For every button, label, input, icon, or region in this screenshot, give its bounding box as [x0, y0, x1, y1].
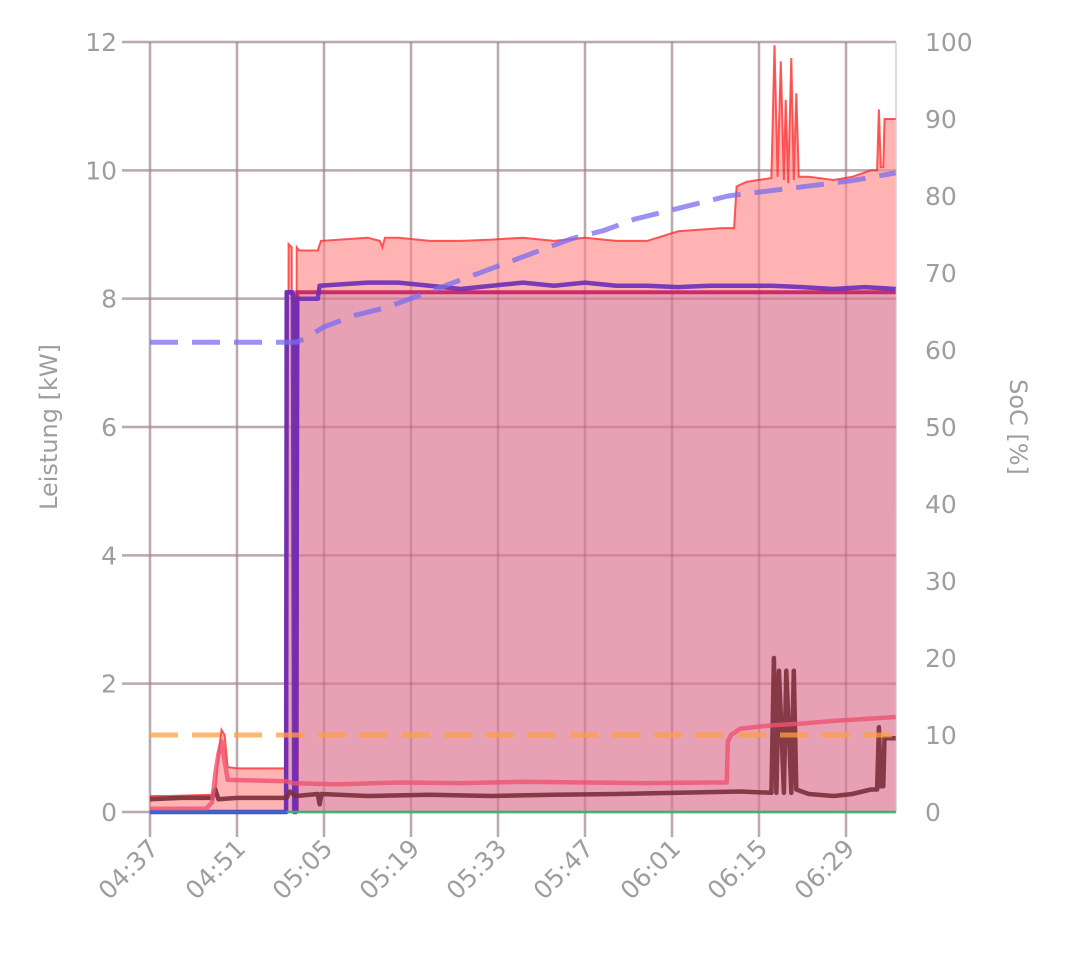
y2-tick-label: 50: [925, 413, 957, 442]
line-series: [149, 170, 897, 815]
y2-tick-label: 20: [925, 644, 957, 673]
x-tick-label: 05:05: [267, 834, 338, 905]
x-tick-label: 05:19: [354, 834, 425, 905]
x-axis-ticks: 04:37 04:51 05:05 05:19 05:33 05:47 06:01 06:15…: [93, 834, 860, 905]
battery-power-area-fill: [150, 292, 896, 812]
y-tick-label: 8: [101, 285, 117, 314]
y2-tick-label: 70: [925, 259, 957, 288]
y-axis-right-ticks: 0 10 20 30 40 50 60 70 80 90 100: [925, 28, 973, 827]
area-series: [150, 45, 896, 814]
y2-tick-label: 0: [925, 798, 941, 827]
y-tick-label: 4: [101, 541, 117, 570]
grid-import-line: [150, 714, 896, 812]
x-tick-label: 06:29: [789, 834, 860, 905]
x-tick-label: 06:01: [615, 834, 686, 905]
y2-tick-label: 30: [925, 567, 957, 596]
y-axis-left-ticks: 0 2 4 6 8 10 12: [85, 28, 117, 827]
y-tick-label: 2: [101, 670, 117, 699]
y2-tick-label: 40: [925, 490, 957, 519]
y-tick-label: 6: [101, 413, 117, 442]
y-tick-label: 0: [101, 798, 117, 827]
y-tick-label: 10: [85, 156, 117, 185]
x-tick-label: 04:51: [180, 834, 251, 905]
vehicle-soc-line: [150, 170, 897, 345]
x-tick-label: 05:33: [441, 834, 512, 905]
y2-tick-label: 90: [925, 105, 957, 134]
y-tick-label: 12: [85, 28, 117, 57]
x-tick-label: 05:47: [528, 834, 599, 905]
total-power-area-line: [150, 45, 896, 797]
y-axis-left-title: Leistung [kW]: [35, 344, 63, 510]
y2-tick-label: 100: [925, 28, 973, 57]
y2-tick-label: 80: [925, 182, 957, 211]
y-axis-right-title: SoC [%]: [1004, 379, 1032, 475]
x-tick-label: 04:37: [93, 834, 164, 905]
y2-tick-label: 10: [925, 721, 957, 750]
house-consumption-line: [149, 655, 896, 807]
y2-tick-label: 60: [925, 336, 957, 365]
x-tick-label: 06:15: [702, 834, 773, 905]
